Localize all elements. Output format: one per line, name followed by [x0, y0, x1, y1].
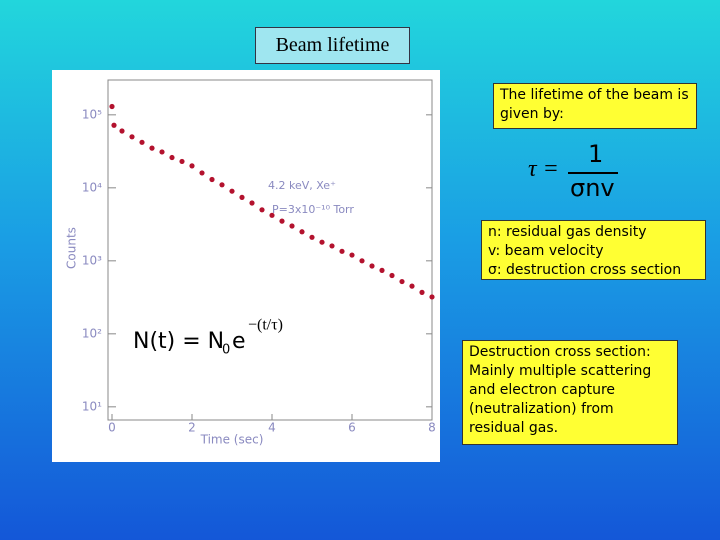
- formula-left: τ =: [528, 156, 559, 182]
- data-point: [249, 200, 255, 206]
- data-point: [379, 267, 385, 273]
- data-point: [319, 239, 325, 245]
- data-point: [299, 229, 305, 235]
- data-point: [269, 212, 275, 218]
- data-point: [109, 103, 115, 110]
- formula-denominator: σnv: [570, 174, 615, 202]
- data-point: [409, 283, 415, 289]
- data-point: [129, 134, 135, 140]
- data-point: [419, 289, 425, 295]
- y-tick-label: 10⁴: [82, 180, 102, 194]
- formula-text: N(t) = N: [133, 329, 224, 354]
- data-point: [339, 248, 345, 254]
- fraction-bar: [568, 172, 618, 174]
- data-point: [229, 188, 235, 194]
- data-point: [429, 294, 435, 300]
- y-tick-label: 10³: [82, 253, 102, 267]
- lifetime-formula: τ = 1 σnv: [528, 140, 628, 202]
- data-point: [289, 223, 295, 229]
- x-tick-label: 0: [108, 421, 116, 435]
- x-tick-label: 4: [268, 421, 276, 435]
- data-point: [369, 263, 375, 269]
- formula-sub: 0: [222, 343, 230, 358]
- data-point: [309, 234, 315, 240]
- plot-frame: [107, 79, 433, 421]
- symbols-box: n: residual gas density v: beam velocity…: [481, 220, 706, 280]
- data-point: [279, 218, 285, 224]
- data-point: [111, 122, 117, 128]
- data-point: [399, 278, 405, 285]
- data-point: [179, 158, 185, 165]
- annotation: 4.2 keV, Xe⁺: [268, 179, 336, 192]
- formula-numerator: 1: [588, 140, 604, 168]
- y-tick-label: 10⁵: [82, 107, 102, 121]
- lifetime-box: The lifetime of the beam is given by:: [493, 83, 697, 129]
- x-tick-label: 6: [348, 421, 356, 435]
- data-point: [239, 194, 245, 200]
- data-point: [149, 145, 155, 151]
- y-axis-label: Counts: [65, 227, 79, 269]
- formula-exponent: −(t/τ): [248, 317, 283, 334]
- data-point: [159, 149, 165, 155]
- data-point: [349, 252, 355, 258]
- symbol-line: v: beam velocity: [488, 243, 604, 259]
- data-point: [199, 170, 205, 176]
- data-point: [329, 243, 335, 249]
- data-point: [169, 154, 175, 161]
- y-tick-label: 10¹: [82, 399, 102, 413]
- data-point: [389, 272, 395, 279]
- data-point: [359, 258, 365, 264]
- data-point: [209, 176, 215, 183]
- data-point: [139, 139, 145, 145]
- formula-base: e: [232, 329, 246, 354]
- data-point: [219, 182, 225, 188]
- plot-panel: [52, 70, 440, 462]
- x-axis-label: Time (sec): [200, 433, 264, 447]
- data-point: [259, 207, 265, 213]
- data-point: [119, 128, 125, 134]
- symbol-line: n: residual gas density: [488, 224, 647, 240]
- x-tick-label: 2: [188, 421, 196, 435]
- slide-title: Beam lifetime: [255, 27, 410, 64]
- symbol-line: σ: destruction cross section: [488, 262, 682, 278]
- y-tick-label: 10²: [82, 326, 102, 340]
- data-point: [189, 163, 195, 169]
- x-tick-label: 8: [428, 421, 436, 435]
- annotation: P=3x10⁻¹⁰ Torr: [272, 203, 354, 216]
- destruction-box: Destruction cross section: Mainly multip…: [462, 340, 678, 445]
